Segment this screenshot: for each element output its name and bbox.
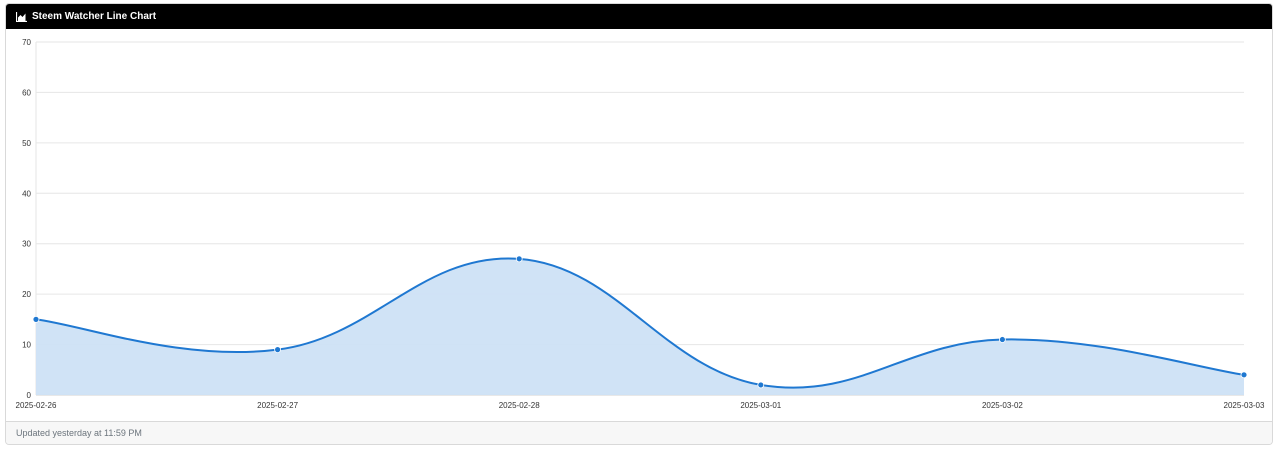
- x-tick-label: 2025-03-03: [1224, 401, 1265, 410]
- data-point[interactable]: [515, 255, 523, 263]
- series-line: [35, 257, 1245, 389]
- series-area: [36, 258, 1244, 395]
- chart-card: Steem Watcher Line Chart 0 10 20 30 40 50 60 70…: [5, 3, 1273, 445]
- data-point[interactable]: [274, 346, 282, 354]
- chart-area: 0 10 20 30 40 50 60 70 2025-02-26 2025-02-27 2025-…: [6, 29, 1272, 423]
- data-point[interactable]: [32, 315, 40, 323]
- data-point[interactable]: [999, 336, 1006, 343]
- x-tick-label: 2025-03-01: [740, 401, 781, 410]
- x-tick-label: 2025-02-27: [257, 401, 298, 410]
- data-point[interactable]: [757, 381, 765, 389]
- x-tick-label: 2025-02-26: [16, 401, 57, 410]
- y-tick-label: 50: [22, 139, 31, 148]
- y-tick-label: 30: [22, 240, 31, 249]
- y-tick-label: 40: [22, 189, 31, 198]
- updated-timestamp: Updated yesterday at 11:59 PM: [16, 428, 142, 438]
- data-point[interactable]: [1240, 371, 1248, 379]
- y-tick-label: 70: [22, 38, 31, 47]
- x-tick-label: 2025-02-28: [499, 401, 540, 410]
- x-tick-label: 2025-03-02: [982, 401, 1023, 410]
- y-tick-label: 10: [22, 341, 31, 350]
- y-tick-label: 20: [22, 290, 31, 299]
- area-chart-icon: [16, 11, 27, 22]
- y-tick-label: 60: [22, 88, 31, 97]
- card-header: Steem Watcher Line Chart: [6, 4, 1272, 29]
- y-tick-label: 0: [27, 391, 32, 400]
- line-chart: 0 10 20 30 40 50 60 70 2025-02-26 2025-02-27 2025-…: [16, 38, 1265, 410]
- chart-title: Steem Watcher Line Chart: [32, 11, 157, 22]
- card-footer: Updated yesterday at 11:59 PM: [6, 421, 1272, 444]
